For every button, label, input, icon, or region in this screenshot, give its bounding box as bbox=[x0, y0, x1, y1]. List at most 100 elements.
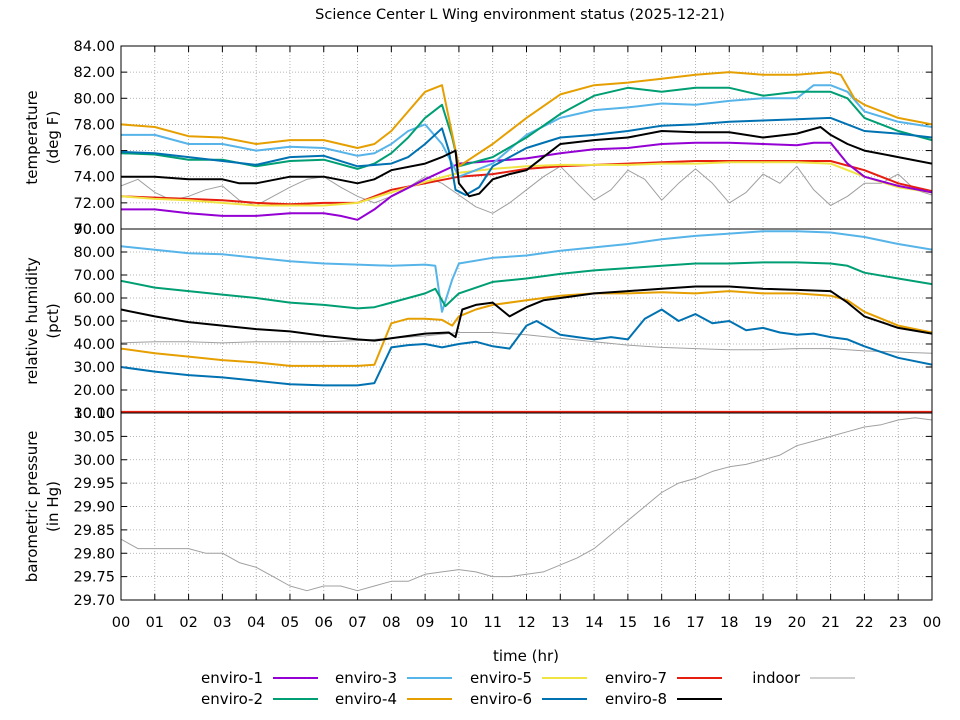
legend-label: enviro-7 bbox=[605, 669, 667, 687]
y-tick-label: 30.00 bbox=[73, 453, 115, 469]
x-tick-label: 14 bbox=[585, 615, 603, 631]
x-tick-label: 16 bbox=[652, 615, 670, 631]
x-tick-label: 06 bbox=[315, 615, 333, 631]
panel-1: 70.00 72.00 74.00 76.00 78.00 80.00 82.00 84.00… bbox=[23, 39, 933, 238]
y-tick-label: 30.05 bbox=[73, 429, 115, 445]
x-tick-label: 15 bbox=[619, 615, 637, 631]
chart-panels: 70.00 72.00 74.00 76.00 78.00 80.00 82.00 84.00… bbox=[23, 39, 933, 609]
legend-item-enviro-8: enviro-8 bbox=[605, 690, 722, 708]
y-tick-label: 80.00 bbox=[73, 245, 115, 261]
series-line-enviro-1 bbox=[121, 141, 932, 221]
y-tick-label: 72.00 bbox=[73, 196, 115, 212]
x-tick-label: 02 bbox=[179, 615, 197, 631]
legend-item-enviro-4: enviro-4 bbox=[335, 690, 452, 708]
y-tick-label: 29.85 bbox=[73, 523, 115, 539]
y-tick-label: 29.75 bbox=[73, 570, 115, 586]
y-tick-label: 70.00 bbox=[73, 268, 115, 284]
x-tick-label: 11 bbox=[483, 615, 501, 631]
chart-title: Science Center L Wing environment status… bbox=[315, 7, 725, 23]
x-tick-label: 18 bbox=[720, 615, 738, 631]
y-tick-label: 90.00 bbox=[73, 222, 115, 238]
x-tick-label: 20 bbox=[788, 615, 806, 631]
y-axis-label: relative humidity bbox=[23, 257, 41, 385]
x-tick-label: 00 bbox=[923, 615, 941, 631]
x-tick-label: 00 bbox=[112, 615, 130, 631]
legend-label: enviro-5 bbox=[470, 669, 532, 687]
series-line-enviro-5 bbox=[121, 161, 932, 207]
series-line-enviro-2 bbox=[121, 86, 932, 170]
series-line-enviro-6 bbox=[121, 308, 932, 387]
series-line-enviro-6 bbox=[121, 116, 932, 196]
series-group bbox=[121, 417, 932, 592]
y-axis-label: barometric pressure bbox=[23, 431, 41, 583]
x-tick-label: 08 bbox=[382, 615, 400, 631]
y-tick-label: 74.00 bbox=[73, 170, 115, 186]
panel-2: 10.00 20.00 30.00 40.00 50.00 60.00 70.00 80.00… bbox=[23, 222, 933, 422]
y-tick-label: 30.10 bbox=[73, 406, 115, 422]
x-tick-label: 19 bbox=[754, 615, 772, 631]
series-line-enviro-3 bbox=[121, 84, 932, 178]
x-tick-label: 23 bbox=[889, 615, 907, 631]
legend-item-enviro-7: enviro-7 bbox=[605, 669, 722, 687]
y-axis-unit: (in Hg) bbox=[44, 481, 62, 532]
x-tick-label: 01 bbox=[146, 615, 164, 631]
legend-item-indoor: indoor bbox=[752, 669, 855, 687]
y-tick-label: 29.95 bbox=[73, 476, 115, 492]
legend-label: enviro-4 bbox=[335, 690, 397, 708]
legend-label: enviro-8 bbox=[605, 690, 667, 708]
legend-item-enviro-5: enviro-5 bbox=[470, 669, 587, 687]
x-axis: 00 01 02 03 04 05 06 07 08 09 10 11 12 13 14 15 16 17 18 19… bbox=[112, 46, 941, 631]
legend-label: enviro-6 bbox=[470, 690, 532, 708]
legend-item-enviro-1: enviro-1 bbox=[201, 669, 318, 687]
y-tick-label: 29.80 bbox=[73, 546, 115, 562]
x-tick-label: 21 bbox=[821, 615, 839, 631]
x-tick-label: 10 bbox=[450, 615, 468, 631]
series-line-enviro-8 bbox=[121, 285, 932, 342]
x-axis-label: time (hr) bbox=[493, 647, 559, 665]
y-tick-label: 10.00 bbox=[73, 406, 115, 422]
y-tick-label: 78.00 bbox=[73, 117, 115, 133]
series-line-indoor bbox=[121, 417, 932, 592]
y-axis-label: temperature bbox=[23, 90, 41, 184]
y-tick-label: 20.00 bbox=[73, 383, 115, 399]
legend-item-enviro-2: enviro-2 bbox=[201, 690, 318, 708]
series-line-enviro-7 bbox=[121, 160, 932, 206]
legend-item-enviro-3: enviro-3 bbox=[335, 669, 452, 687]
series-group bbox=[121, 230, 932, 413]
series-line-enviro-8 bbox=[121, 126, 932, 198]
y-tick-label: 60.00 bbox=[73, 291, 115, 307]
y-tick-label: 76.00 bbox=[73, 144, 115, 160]
y-tick-label: 30.00 bbox=[73, 360, 115, 376]
legend-label: enviro-1 bbox=[201, 669, 263, 687]
legend-label: enviro-2 bbox=[201, 690, 263, 708]
x-tick-label: 07 bbox=[348, 615, 366, 631]
x-tick-label: 03 bbox=[213, 615, 231, 631]
series-group bbox=[121, 71, 932, 221]
legend: enviro-1 enviro-2 enviro-3 enviro-4 enviro-5… bbox=[201, 669, 855, 708]
legend-item-enviro-6: enviro-6 bbox=[470, 690, 587, 708]
y-tick-label: 84.00 bbox=[73, 39, 115, 55]
x-tick-label: 17 bbox=[686, 615, 704, 631]
x-tick-label: 04 bbox=[247, 615, 265, 631]
y-tick-label: 80.00 bbox=[73, 91, 115, 107]
legend-label: indoor bbox=[752, 669, 801, 687]
y-tick-label: 70.00 bbox=[73, 222, 115, 238]
y-axis-unit: (pct) bbox=[44, 303, 62, 338]
y-tick-label: 50.00 bbox=[73, 314, 115, 330]
series-line-enviro-2 bbox=[121, 261, 932, 310]
y-tick-label: 29.70 bbox=[73, 593, 115, 609]
series-line-enviro-4 bbox=[121, 71, 932, 168]
x-tick-label: 22 bbox=[855, 615, 873, 631]
series-line-indoor bbox=[121, 332, 932, 354]
x-tick-label: 12 bbox=[517, 615, 535, 631]
y-tick-label: 29.90 bbox=[73, 500, 115, 516]
series-line-enviro-3 bbox=[121, 230, 932, 313]
x-tick-label: 09 bbox=[416, 615, 434, 631]
x-tick-label: 05 bbox=[281, 615, 299, 631]
y-axis-unit: (deg F) bbox=[44, 111, 62, 164]
series-line-indoor bbox=[121, 165, 932, 214]
y-tick-label: 82.00 bbox=[73, 65, 115, 81]
legend-label: enviro-3 bbox=[335, 669, 397, 687]
panel-3: 29.70 29.75 29.80 29.85 29.90 29.95 30.00 30.05… bbox=[23, 406, 933, 609]
